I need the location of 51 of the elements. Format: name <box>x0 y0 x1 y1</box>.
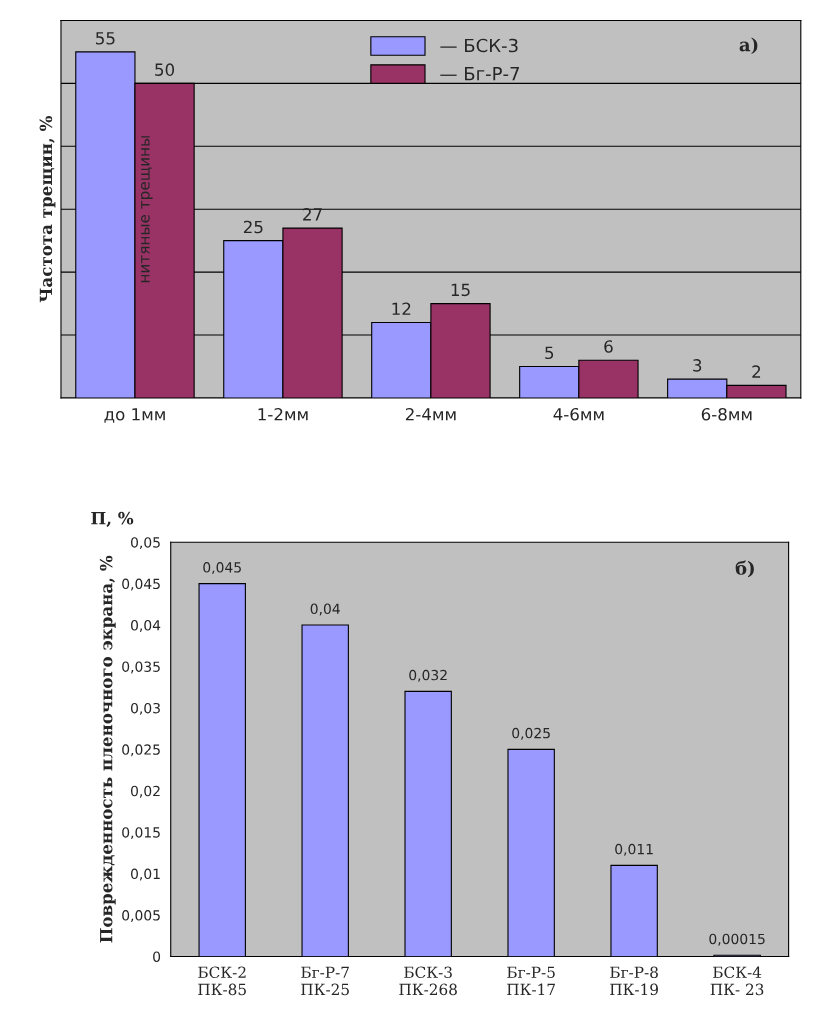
data-label: 27 <box>303 208 322 221</box>
text: П, % <box>91 511 134 527</box>
data-label: 5 <box>545 346 554 360</box>
x-tick-label: 4-6мм <box>553 407 604 421</box>
data-label: 12 <box>392 302 411 315</box>
data-label: 0,04 <box>310 603 340 616</box>
y-tick-label: 0,02 <box>131 785 160 798</box>
y-tick-label: 0,015 <box>122 827 160 840</box>
x-tick-label: БСК-3 ПК-268 <box>399 966 457 996</box>
y-tick-label: 0 <box>153 951 161 962</box>
data-label: 0,025 <box>512 727 550 740</box>
y-tick-label: 0,05 <box>131 537 160 550</box>
data-label: 6 <box>604 340 613 353</box>
y-axis-title: Частота трещин, % <box>39 116 56 303</box>
bar <box>610 864 658 957</box>
data-label: 25 <box>243 220 263 234</box>
bar <box>507 748 555 957</box>
x-tick-label: 6-8мм <box>701 407 752 421</box>
annotation: нитяные трещины <box>140 136 153 283</box>
x-tick-label: БСК-4 ПК- 23 <box>710 966 764 996</box>
x-tick-label: БСК-2 ПК-85 <box>198 966 246 996</box>
y-tick-label: 0,035 <box>122 661 160 674</box>
bar <box>404 690 452 957</box>
x-tick-label: Бг-Р-7 ПК-25 <box>301 966 349 996</box>
x-tick-label: Бг-Р-8 ПК-19 <box>610 966 658 996</box>
data-label: 55 <box>96 32 115 45</box>
data-label: 2 <box>752 365 761 378</box>
y-tick-label: 0,04 <box>131 620 161 632</box>
data-label: 0,011 <box>615 843 653 856</box>
y-tick-label: 0,045 <box>122 578 160 591</box>
data-label: 0,045 <box>203 562 241 575</box>
x-tick-label: до 1мм <box>104 408 165 423</box>
data-label: 0,00015 <box>709 933 765 946</box>
data-label: 0,032 <box>409 669 447 682</box>
y-tick-label: 0,025 <box>122 744 160 757</box>
y-tick-label: 0,01 <box>131 868 160 881</box>
x-tick-label: 2-4мм <box>405 407 456 421</box>
annotation: а) <box>739 37 758 54</box>
bar <box>301 624 349 957</box>
data-label: 15 <box>451 283 470 297</box>
y-tick-label: 0,03 <box>131 702 160 715</box>
legend-label: — БСК-3 <box>440 38 518 53</box>
x-tick-label: Бг-Р-5 ПК-17 <box>507 966 555 995</box>
legend-label: — Бг-Р-7 <box>440 67 519 81</box>
x-tick-label: 1-2мм <box>258 407 308 421</box>
data-label: 50 <box>155 63 175 76</box>
data-label: 3 <box>693 359 702 372</box>
y-axis-title: Поврежденность пленочного экрана, % <box>99 555 116 943</box>
bar <box>198 583 246 957</box>
annotation: б) <box>735 560 754 578</box>
y-tick-label: 0,005 <box>122 910 160 922</box>
